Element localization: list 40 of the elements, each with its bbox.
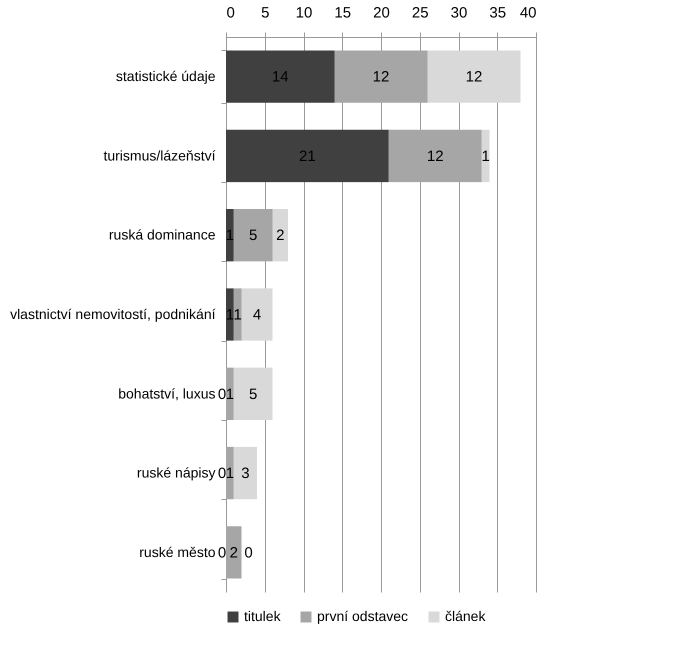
y-tick-label: bohatství, luxus [118,385,216,402]
data-label: 1 [226,306,234,324]
data-label: 2 [276,227,284,244]
x-tick-label: 5 [261,4,270,22]
x-tick-label: 40 [520,4,536,22]
data-label: 1 [233,306,242,324]
y-tick-label: turismus/lázeňství [103,147,216,164]
data-label: 5 [248,227,258,244]
data-label: 21 [299,148,316,165]
data-label: 0 [218,465,226,482]
data-label: 0 [244,544,253,562]
x-tick-label: 20 [373,4,390,22]
y-tick-label: ruské město [139,544,216,560]
data-label: 1 [481,148,490,165]
data-label: 2 [230,544,238,562]
data-label: 12 [426,148,444,165]
data-label: 1 [226,227,234,244]
data-label: 0 [218,386,226,403]
legend-label: článek [445,608,486,624]
data-label: 12 [372,68,390,86]
x-tick-label: 15 [334,4,352,22]
x-tick-label: 0 [226,4,235,22]
data-label: 5 [248,386,258,403]
data-label: 3 [241,465,250,482]
data-label: 14 [272,68,289,86]
data-label: 1 [226,386,234,403]
data-label: 4 [252,306,262,324]
legend-label: titulek [244,608,282,624]
data-label: 1 [226,465,234,482]
y-tick-label: vlastnictví nemovitostí, podnikání [10,306,216,322]
legend-label: první odstavec [317,608,408,624]
x-tick-label: 35 [489,4,506,22]
data-label: 0 [218,544,226,562]
y-tick-label: ruské nápisy [136,464,216,481]
x-tick-label: 30 [450,4,468,22]
data-label: 12 [466,68,482,86]
x-tick-label: 25 [412,4,429,22]
x-tick-label: 10 [296,4,312,22]
y-tick-label: statistické údaje [116,68,216,84]
y-tick-label: ruská dominance [108,226,216,243]
